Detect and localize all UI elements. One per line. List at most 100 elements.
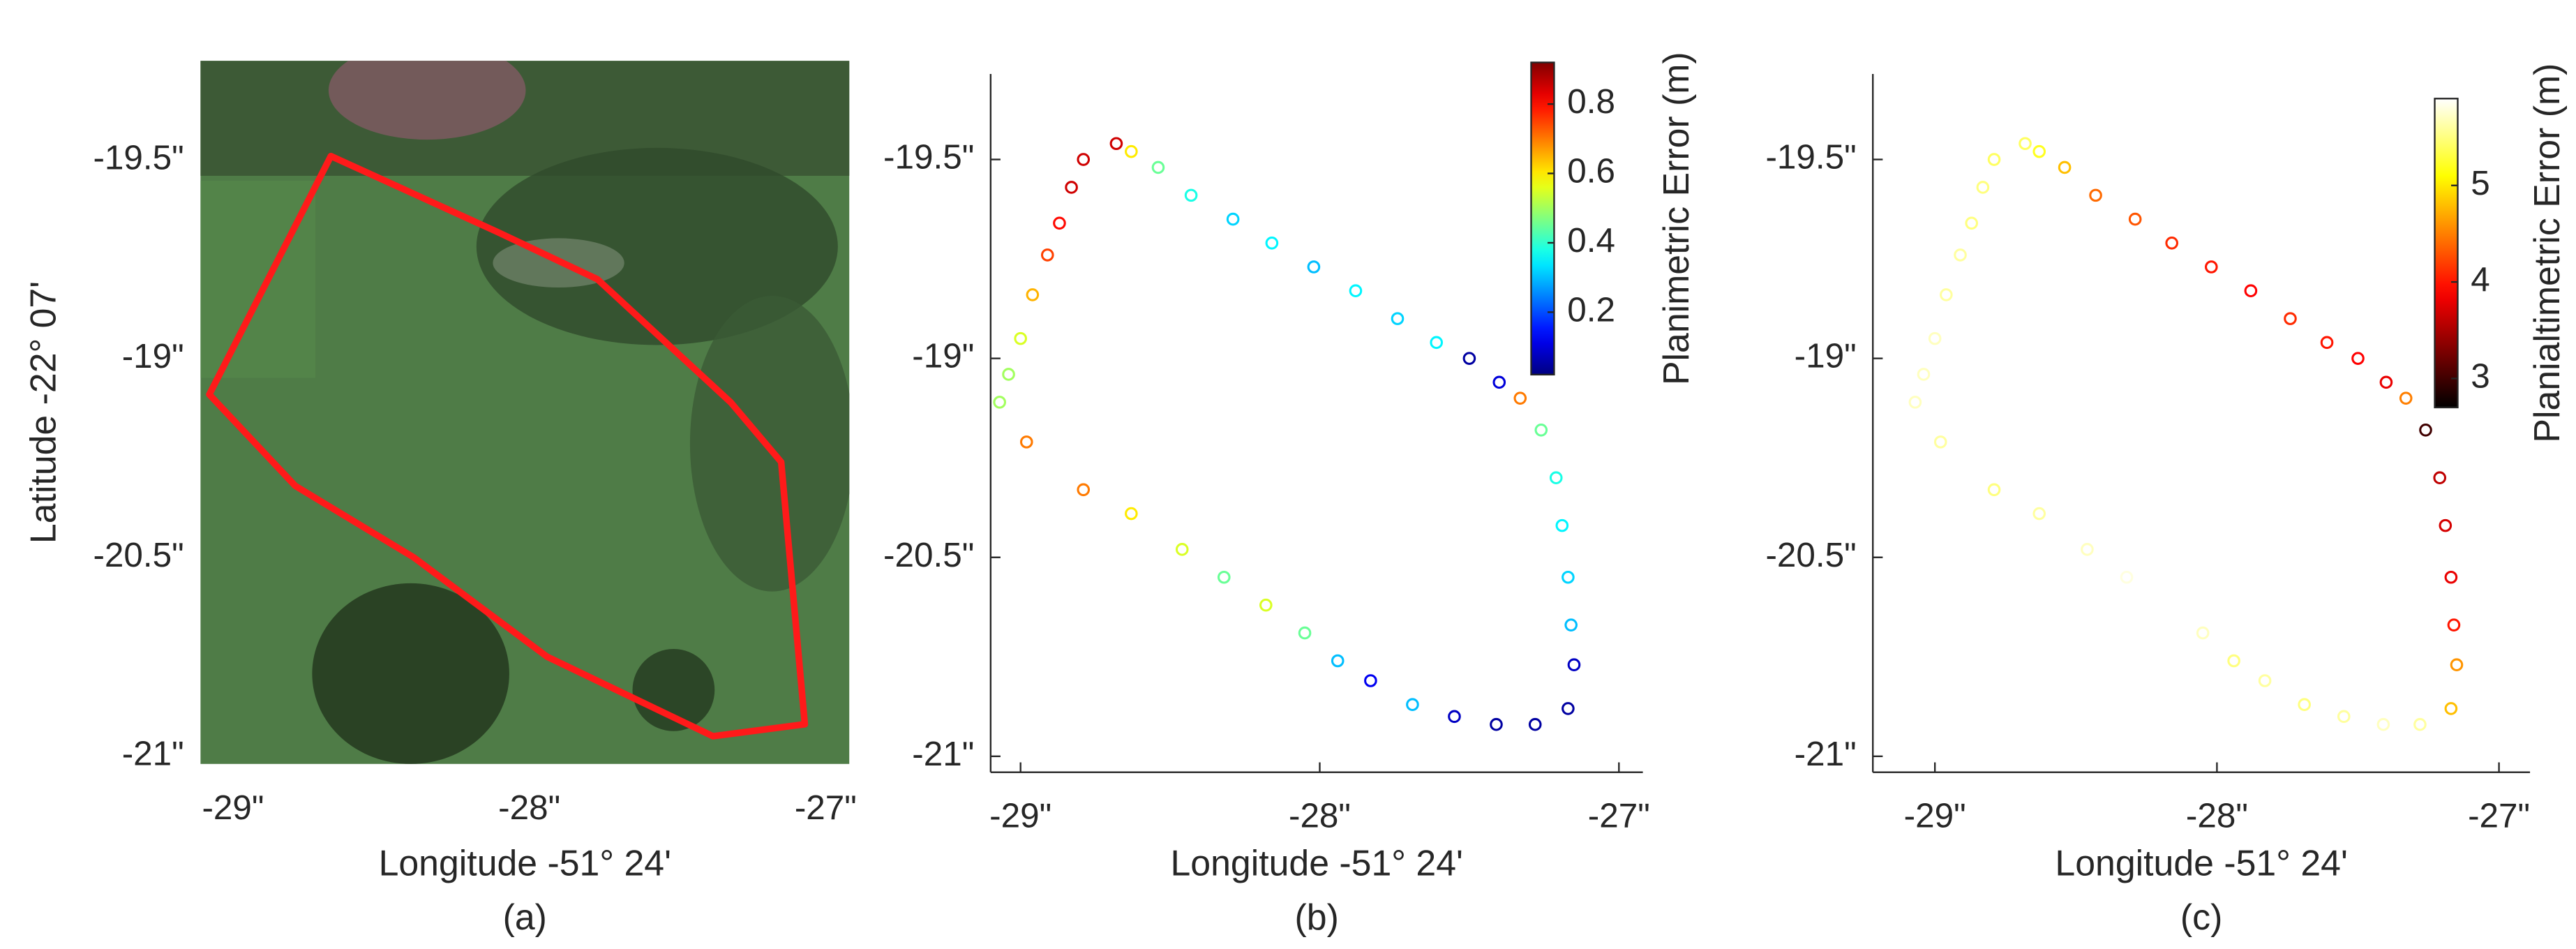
point — [2376, 717, 2390, 731]
point — [1933, 435, 1947, 449]
point — [2058, 160, 2072, 174]
point — [2379, 375, 2393, 389]
point — [1077, 153, 1091, 166]
x-tick-label: -29" — [989, 797, 1051, 835]
x-tick-label: -28" — [2186, 797, 2248, 835]
point — [1226, 212, 1240, 226]
y-axis-label: Latitude -22° 07' — [23, 281, 63, 544]
point — [1490, 717, 1503, 731]
point — [1430, 336, 1444, 350]
x-tick-label: -29" — [202, 789, 264, 827]
point — [2351, 352, 2365, 365]
x-axis-label: Longitude -51° 24' — [379, 843, 671, 883]
point — [1448, 710, 1461, 724]
y-tick-label: -21" — [122, 735, 184, 773]
point — [1125, 144, 1138, 158]
point — [1307, 260, 1321, 274]
y-tick-label: -20.5" — [883, 536, 974, 574]
point — [1987, 483, 2001, 497]
point — [1513, 391, 1527, 405]
y-tick-label: -20.5" — [1765, 536, 1856, 574]
point — [2450, 658, 2464, 671]
point — [1026, 288, 1040, 301]
point — [1109, 137, 1123, 151]
point — [2298, 698, 2311, 712]
point — [2032, 144, 2046, 158]
point — [2433, 471, 2447, 485]
colorbar — [2434, 98, 2459, 409]
point — [2089, 188, 2102, 202]
point — [1940, 288, 1953, 301]
point — [1259, 598, 1273, 612]
colorbar-tick-label: 0.4 — [1567, 221, 1615, 260]
point — [2419, 423, 2432, 437]
point — [1151, 160, 1165, 174]
colorbar-tick-label: 0.6 — [1567, 152, 1615, 190]
point — [1562, 570, 1575, 584]
point — [1298, 626, 1312, 640]
colorbar-tick-label: 4 — [2471, 260, 2490, 299]
point — [1908, 396, 1922, 409]
point — [1175, 543, 1189, 556]
point — [1987, 153, 2001, 166]
x-tick-label: -28" — [498, 789, 560, 827]
point — [1976, 181, 1990, 194]
point — [1391, 312, 1405, 325]
point — [2019, 137, 2032, 151]
point — [1555, 518, 1569, 532]
point — [1406, 698, 1419, 712]
point — [2413, 717, 2427, 731]
x-tick-label: -27" — [795, 789, 857, 827]
trajectory — [206, 152, 809, 740]
x-tick-label: -27" — [1588, 797, 1650, 835]
y-tick-label: -21" — [912, 735, 974, 773]
point — [1954, 248, 1967, 262]
colorbar-tick-label: 3 — [2471, 357, 2490, 395]
point — [2227, 654, 2240, 668]
point — [2320, 336, 2334, 350]
x-tick-label: -28" — [1289, 797, 1351, 835]
caption: (a) — [503, 897, 547, 937]
colorbar — [1530, 61, 1555, 376]
point — [2165, 236, 2179, 250]
point — [2159, 598, 2173, 612]
point — [1917, 368, 1931, 381]
point — [1462, 352, 1476, 365]
colorbar-tick-label: 5 — [2471, 164, 2490, 202]
point — [2204, 260, 2218, 274]
y-tick-label: -19" — [122, 337, 184, 375]
y-tick-label: -19" — [1795, 337, 1857, 375]
point — [1549, 471, 1563, 485]
colorbar-tick-label: 0.8 — [1567, 82, 1615, 121]
point — [1528, 717, 1542, 731]
x-axis-label: Longitude -51° 24' — [1170, 843, 1462, 883]
point — [2081, 543, 2094, 556]
caption: (c) — [2180, 897, 2222, 937]
point — [2244, 284, 2258, 298]
point — [2120, 570, 2134, 584]
point — [2196, 626, 2210, 640]
caption: (b) — [1295, 897, 1339, 937]
point — [1331, 654, 1345, 668]
point — [2444, 702, 2458, 715]
point — [1564, 618, 1578, 632]
point — [2337, 710, 2351, 724]
point — [1053, 216, 1066, 230]
point — [1349, 284, 1363, 298]
point — [2399, 391, 2413, 405]
point — [1002, 368, 1015, 381]
colorbar-label: Planialtimetric Error (m) — [2526, 63, 2567, 443]
y-tick-label: -19" — [912, 337, 974, 375]
point — [1077, 483, 1091, 497]
satellite-image — [200, 61, 850, 764]
x-tick-label: -27" — [2468, 797, 2530, 835]
point — [1364, 674, 1377, 687]
point — [1065, 181, 1078, 194]
x-tick-label: -29" — [1904, 797, 1966, 835]
x-axis-label: Longitude -51° 24' — [2055, 843, 2347, 883]
point — [1217, 570, 1231, 584]
point — [2439, 518, 2453, 532]
point — [1492, 375, 1506, 389]
